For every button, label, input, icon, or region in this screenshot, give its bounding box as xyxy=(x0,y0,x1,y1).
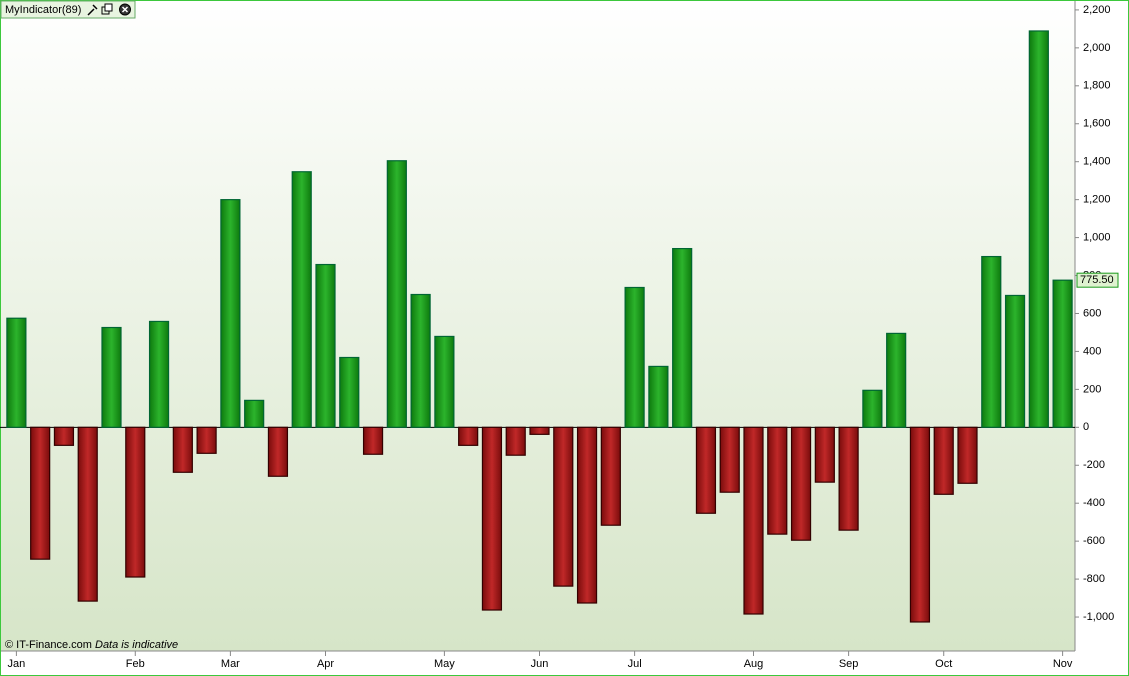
bar xyxy=(101,326,122,428)
bar xyxy=(695,426,717,514)
bar xyxy=(576,426,598,604)
bar xyxy=(600,426,621,526)
bar xyxy=(410,293,431,428)
bar xyxy=(719,426,740,493)
x-tick-label: Apr xyxy=(317,658,334,670)
bar xyxy=(53,426,75,446)
y-tick-label: 1,600 xyxy=(1083,118,1111,130)
y-tick-label: 0 xyxy=(1083,421,1089,433)
y-tick-label: -400 xyxy=(1083,497,1105,509)
x-tick-label: Oct xyxy=(935,658,952,670)
y-tick-label: 400 xyxy=(1083,345,1101,357)
y-tick-label: 200 xyxy=(1083,383,1101,395)
y-tick-label: 1,400 xyxy=(1083,156,1111,168)
bar xyxy=(30,426,51,560)
note: Data is indicative xyxy=(95,639,178,651)
bar xyxy=(553,426,574,587)
y-tick-label: 1,200 xyxy=(1083,194,1111,206)
y-tick-label: 2,200 xyxy=(1083,4,1111,16)
bar xyxy=(315,263,336,428)
bar xyxy=(6,317,27,428)
bar xyxy=(957,426,978,484)
y-tick-label: 2,000 xyxy=(1083,42,1111,54)
credit: © IT-Finance.com xyxy=(5,639,92,651)
bar xyxy=(481,426,503,611)
bar xyxy=(172,426,193,473)
bar xyxy=(362,426,384,455)
x-tick-label: Mar xyxy=(221,658,240,670)
bar xyxy=(386,160,407,428)
bar xyxy=(148,320,170,428)
bar xyxy=(244,399,265,428)
bar xyxy=(220,199,241,428)
y-tick-label: 1,800 xyxy=(1083,80,1111,92)
y-tick-label: -600 xyxy=(1083,535,1105,547)
x-tick-label: Sep xyxy=(839,658,859,670)
bar xyxy=(1052,279,1073,428)
y-tick-label: -1,000 xyxy=(1083,611,1114,623)
bar xyxy=(196,426,217,454)
bar xyxy=(933,426,954,495)
bar xyxy=(529,426,550,435)
bar xyxy=(886,332,907,428)
bar xyxy=(743,426,764,615)
current-value-label: 775.50 xyxy=(1080,274,1114,286)
bar xyxy=(505,426,526,456)
bar xyxy=(624,286,645,428)
x-tick-label: Jun xyxy=(531,658,549,670)
bar xyxy=(77,426,98,602)
bar xyxy=(1004,294,1026,428)
x-tick-label: Aug xyxy=(744,658,764,670)
plot-area xyxy=(1,1,1075,651)
x-tick-label: Feb xyxy=(126,658,145,670)
x-tick-label: Jan xyxy=(8,658,26,670)
bar xyxy=(862,389,883,428)
bar xyxy=(648,365,669,428)
bar xyxy=(672,247,693,428)
current-value-box xyxy=(1076,272,1119,288)
bar xyxy=(434,335,455,428)
bar xyxy=(814,426,835,483)
bar xyxy=(790,426,812,541)
tab-icons[interactable] xyxy=(87,3,131,16)
y-tick-label: 1,000 xyxy=(1083,231,1111,243)
y-tick-label: 600 xyxy=(1083,307,1101,319)
bar xyxy=(1028,30,1049,428)
bar xyxy=(767,426,788,535)
bar xyxy=(339,356,360,428)
x-tick-label: May xyxy=(434,658,455,670)
x-tick-label: Jul xyxy=(628,658,642,670)
bar xyxy=(291,171,312,428)
y-tick-label: -800 xyxy=(1083,573,1105,585)
x-tick-label: Nov xyxy=(1053,658,1073,670)
y-tick-label: -200 xyxy=(1083,459,1105,471)
bar xyxy=(838,426,859,531)
bar xyxy=(125,426,146,578)
bar xyxy=(458,426,479,446)
bar xyxy=(909,426,931,623)
bar xyxy=(981,255,1002,428)
bar xyxy=(267,426,289,477)
indicator-title: MyIndicator(89) xyxy=(5,4,81,16)
